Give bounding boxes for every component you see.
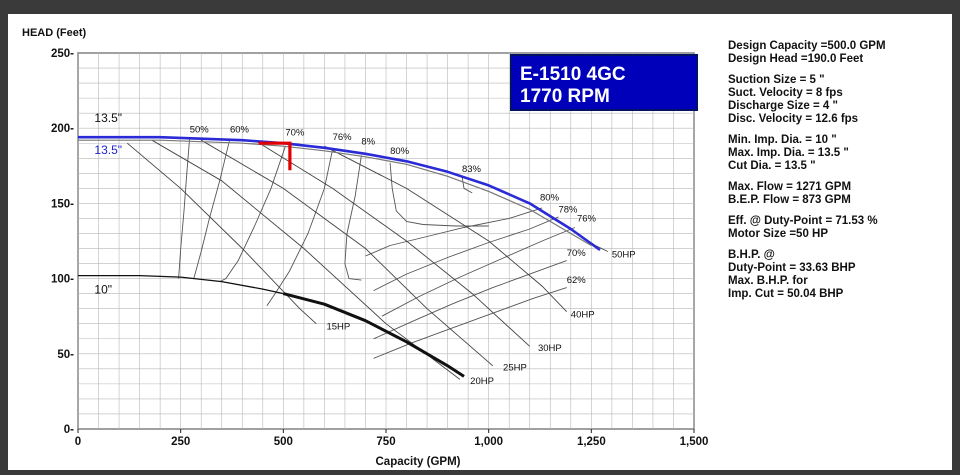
spec-line: B.E.P. Flow = 873 GPM [728,194,851,206]
spec-group: Min. Imp. Dia. = 10 " Max. Imp. Dia. = 13… [728,134,948,173]
efficiency-curve [389,162,489,227]
spec-line: Cut Dia. = 13.5 " [728,160,816,172]
curve-annotation: 25HP [503,362,527,373]
curve-annotation: 8% [361,137,375,148]
model-rpm: 1770 RPM [520,86,610,107]
spec-group: Suction Size = 5 " Suct. Velocity = 8 fps… [728,74,948,126]
efficiency-curve [266,149,334,306]
efficiency-curve [365,207,543,257]
y-tick-label: 100- [51,274,74,286]
efficiency-curve [344,155,362,281]
spec-group: Eff. @ Duty-Point = 71.53 % Motor Size =5… [728,215,948,241]
spec-line: Design Capacity =500.0 GPM [728,40,886,52]
curve-annotation: 20HP [470,376,494,387]
spec-line: Suction Size = 5 " [728,74,825,86]
head-curve [78,139,592,247]
curve-annotation: 60% [230,125,250,136]
curve-annotation: 15HP [326,322,350,333]
grid [77,52,695,430]
spec-line: Imp. Cut = 50.04 BHP [728,288,844,300]
head-curve [282,292,465,378]
y-tick-label: 250- [51,48,74,60]
spec-line: Eff. @ Duty-Point = 71.53 % [728,215,878,227]
curve-annotation: 83% [462,164,482,175]
model-title-box-bg [510,54,698,111]
horsepower-line [127,142,317,325]
efficiency-curve [193,138,231,279]
spec-group: Max. Flow = 1271 GPM B.E.P. Flow = 873 GP… [728,181,948,207]
x-tick-label: 0 [75,436,81,448]
efficiency-curve [373,216,559,292]
curve-annotation: 80% [390,146,410,157]
x-tick-label: 1,000 [474,436,503,448]
efficiency-curve [373,260,567,340]
curve-annotation: 62% [567,275,587,286]
spec-line: Discharge Size = 4 " [728,100,838,112]
horsepower-line [324,145,568,313]
curve-annotation: 13.5" [94,111,122,125]
efficiency-curve [219,146,286,283]
head-curve [78,274,284,295]
curve-annotation: 13.5" [94,143,122,157]
spec-line: Max. Imp. Dia. = 13.5 " [728,147,849,159]
x-axis-title: Capacity (GPM) [376,456,461,468]
curves [78,135,608,380]
horsepower-line [151,139,461,380]
spec-line: Disc. Velocity = 12.6 fps [728,113,859,125]
head-curve [78,135,601,252]
y-tick-label: 0- [64,424,74,436]
axes: 0 250 500 750 1,000 1,250 1,500 0- 50- 100- 150- 20… [51,48,708,448]
pump-curve-chart: 13.5"13.5"10"50% 60% 70% 76% 8%80%83%80%78%7… [22,27,708,468]
efficiency-curve [381,227,576,317]
curve-annotation: 40HP [571,310,595,321]
curve-annotation: 70% [567,248,587,259]
curve-annotation: 50% [190,125,210,136]
horsepower-line [200,139,494,367]
curve-labels: 13.5"13.5"10"50% 60% 70% 76% 8%80%83%80%78%7… [94,111,635,387]
chart-frame: 13.5" 13.5" 10" 50% 60% 70% 76% 8% 80% 83% 80% 78% 7… [8,14,952,470]
duty-point-marker [258,141,292,171]
spec-line: Design Head =190.0 Feet [728,53,864,65]
x-tick-label: 250 [171,436,190,448]
curve-annotation: 50HP [612,250,636,261]
model-title-box: E-1510 4GC 1770 RPM [510,54,698,111]
horsepower-line [254,139,531,347]
curve-annotation: 78% [558,204,578,215]
spec-line: Suct. Velocity = 8 fps [728,87,843,99]
x-tick-label: 1,500 [680,436,709,448]
curve-annotation: 70% [285,128,305,139]
efficiency-curve [373,287,567,359]
x-tick-label: 750 [376,436,395,448]
y-axis-title: HEAD (Feet) [22,27,87,39]
spec-group: Design Capacity =500.0 GPM Design Head =1… [728,40,948,66]
y-tick-label: 150- [51,198,74,210]
spec-line: Motor Size =50 HP [728,228,829,240]
spec-line: Max. Flow = 1271 GPM [728,181,852,193]
y-tick-label: 50- [57,349,74,361]
x-tick-label: 500 [274,436,293,448]
y-tick-label: 200- [51,123,74,135]
spec-panel: Design Capacity =500.0 GPM Design Head =1… [728,40,948,309]
spec-group: B.H.P. @ Duty-Point = 33.63 BHP Max. B.H.P… [728,249,948,301]
curve-annotation: 76% [333,132,353,143]
x-tick-label: 1,250 [577,436,606,448]
spec-line: Min. Imp. Dia. = 10 " [728,134,837,146]
spec-line: Duty-Point = 33.63 BHP [728,262,856,274]
spec-line: B.H.P. @ [728,249,775,261]
spec-line: Max. B.H.P. for [728,275,808,287]
efficiency-curve [461,176,473,194]
curve-annotation: 76% [577,213,597,224]
curve-annotation: 30HP [538,343,562,354]
curve-annotation: 10" [94,283,112,297]
curve-annotation: 80% [540,192,560,203]
model-name: E-1510 4GC [520,64,626,85]
